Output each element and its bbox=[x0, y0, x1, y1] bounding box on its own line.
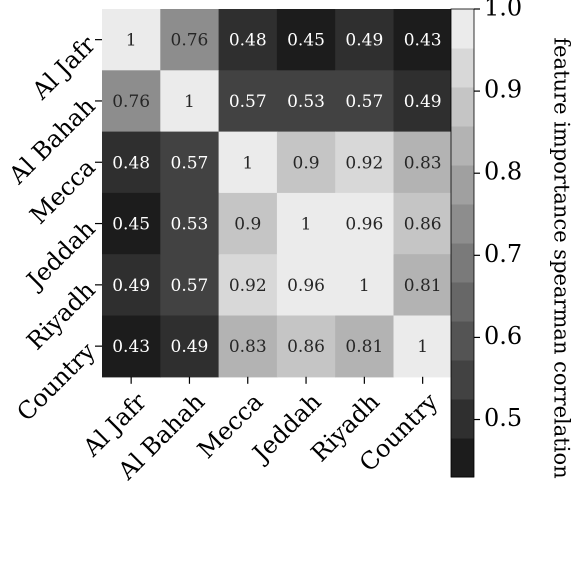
cell-value-label: 0.96 bbox=[287, 276, 325, 296]
colorbar-band bbox=[451, 399, 474, 439]
colorbar-band bbox=[451, 438, 474, 478]
colorbar-title: feature importance spearman correlation bbox=[550, 37, 574, 478]
heatmap-cell bbox=[335, 254, 395, 317]
heatmap-cell bbox=[160, 315, 220, 378]
heatmap-cell bbox=[335, 192, 395, 255]
cell-value-label: 0.57 bbox=[171, 153, 209, 173]
y-tick-label: Al Jafr bbox=[26, 30, 101, 105]
y-tick-label: Country bbox=[11, 337, 101, 427]
cell-value-label: 0.76 bbox=[171, 31, 209, 51]
cell-value-label: 0.49 bbox=[112, 276, 150, 296]
heatmap-cell bbox=[335, 131, 395, 194]
colorbar-tick-label: 0.7 bbox=[484, 240, 522, 268]
colorbar-band bbox=[451, 165, 474, 205]
heatmap-cell bbox=[102, 131, 161, 194]
cell-value-label: 0.57 bbox=[345, 92, 383, 112]
heatmap-cell bbox=[160, 254, 220, 317]
heatmap-cell bbox=[393, 192, 453, 255]
heatmap-cell bbox=[102, 70, 161, 133]
heatmap-cell bbox=[160, 131, 220, 194]
cell-value-label: 0.57 bbox=[171, 276, 209, 296]
heatmap-cell bbox=[102, 192, 161, 255]
cell-value-label: 0.92 bbox=[345, 153, 383, 173]
cell-value-label: 1 bbox=[126, 31, 137, 51]
cell-value-label: 0.49 bbox=[171, 337, 209, 357]
heatmap-cell bbox=[393, 70, 453, 133]
colorbar-band bbox=[451, 204, 474, 244]
heatmap-cell bbox=[160, 192, 220, 255]
heatmap-cell bbox=[160, 9, 220, 71]
heatmap-cell bbox=[218, 254, 278, 317]
cell-value-label: 0.81 bbox=[404, 276, 442, 296]
heatmap-cell bbox=[102, 9, 161, 71]
cell-value-label: 1 bbox=[184, 92, 195, 112]
heatmap-cell bbox=[218, 9, 278, 71]
heatmap-cell bbox=[218, 70, 278, 133]
colorbar-band bbox=[451, 9, 474, 49]
heatmap-cell bbox=[393, 315, 453, 378]
heatmap-cell bbox=[276, 131, 336, 194]
heatmap-cell bbox=[102, 254, 161, 317]
heatmap-cell bbox=[393, 254, 453, 317]
heatmap-cell bbox=[276, 192, 336, 255]
heatmap-cell bbox=[276, 70, 336, 133]
cell-value-label: 0.86 bbox=[404, 215, 442, 235]
colorbar-band bbox=[451, 87, 474, 127]
cell-value-label: 0.45 bbox=[112, 215, 150, 235]
cell-value-label: 1 bbox=[301, 215, 312, 235]
heatmap-cell bbox=[335, 9, 395, 71]
cell-value-label: 0.49 bbox=[404, 92, 442, 112]
cell-value-label: 0.43 bbox=[112, 337, 150, 357]
heatmap-cell bbox=[218, 131, 278, 194]
colorbar-tick-label: 0.5 bbox=[484, 404, 522, 432]
colorbar-band bbox=[451, 282, 474, 322]
colorbar-outline bbox=[450, 8, 475, 478]
cell-value-label: 0.48 bbox=[229, 31, 267, 51]
cell-value-label: 0.83 bbox=[229, 337, 267, 357]
colorbar-tick-label: 1.0 bbox=[484, 0, 522, 22]
heatmap-cell bbox=[335, 70, 395, 133]
cell-value-label: 0.9 bbox=[293, 153, 320, 173]
colorbar-tick-label: 0.8 bbox=[484, 158, 522, 186]
colorbar-band bbox=[451, 48, 474, 88]
cell-value-label: 0.48 bbox=[112, 153, 150, 173]
colorbar-tick-label: 0.6 bbox=[484, 322, 522, 350]
cell-value-label: 0.43 bbox=[404, 31, 442, 51]
heatmap-cell bbox=[218, 315, 278, 378]
cell-value-label: 0.57 bbox=[229, 92, 267, 112]
cell-value-label: 0.81 bbox=[345, 337, 383, 357]
heatmap-cell bbox=[276, 315, 336, 378]
cell-value-label: 0.49 bbox=[345, 31, 383, 51]
cell-value-label: 1 bbox=[242, 153, 253, 173]
cell-value-label: 1 bbox=[359, 276, 370, 296]
heatmap-cell bbox=[160, 70, 220, 133]
colorbar-band bbox=[451, 243, 474, 283]
y-tick-label: Riyadh bbox=[21, 276, 101, 356]
heatmap-cell bbox=[218, 192, 278, 255]
cell-value-label: 1 bbox=[417, 337, 428, 357]
colorbar-band bbox=[451, 126, 474, 166]
colorbar-tick-label: 0.9 bbox=[484, 76, 522, 104]
heatmap-cell bbox=[393, 9, 453, 71]
cell-value-label: 0.86 bbox=[287, 337, 325, 357]
cell-value-label: 0.53 bbox=[287, 92, 325, 112]
cell-value-label: 0.76 bbox=[112, 92, 150, 112]
colorbar-band bbox=[451, 360, 474, 400]
cell-value-label: 0.9 bbox=[234, 215, 261, 235]
colorbar-band bbox=[451, 321, 474, 361]
heatmap-cell bbox=[276, 254, 336, 317]
heatmap-cell bbox=[335, 315, 395, 378]
cell-value-label: 0.53 bbox=[171, 215, 209, 235]
cell-value-label: 0.96 bbox=[345, 215, 383, 235]
heatmap-cell bbox=[102, 315, 161, 378]
cell-value-label: 0.45 bbox=[287, 31, 325, 51]
cell-value-label: 0.83 bbox=[404, 153, 442, 173]
heatmap-cell bbox=[276, 9, 336, 71]
cell-value-label: 0.92 bbox=[229, 276, 267, 296]
heatmap-cell bbox=[393, 131, 453, 194]
